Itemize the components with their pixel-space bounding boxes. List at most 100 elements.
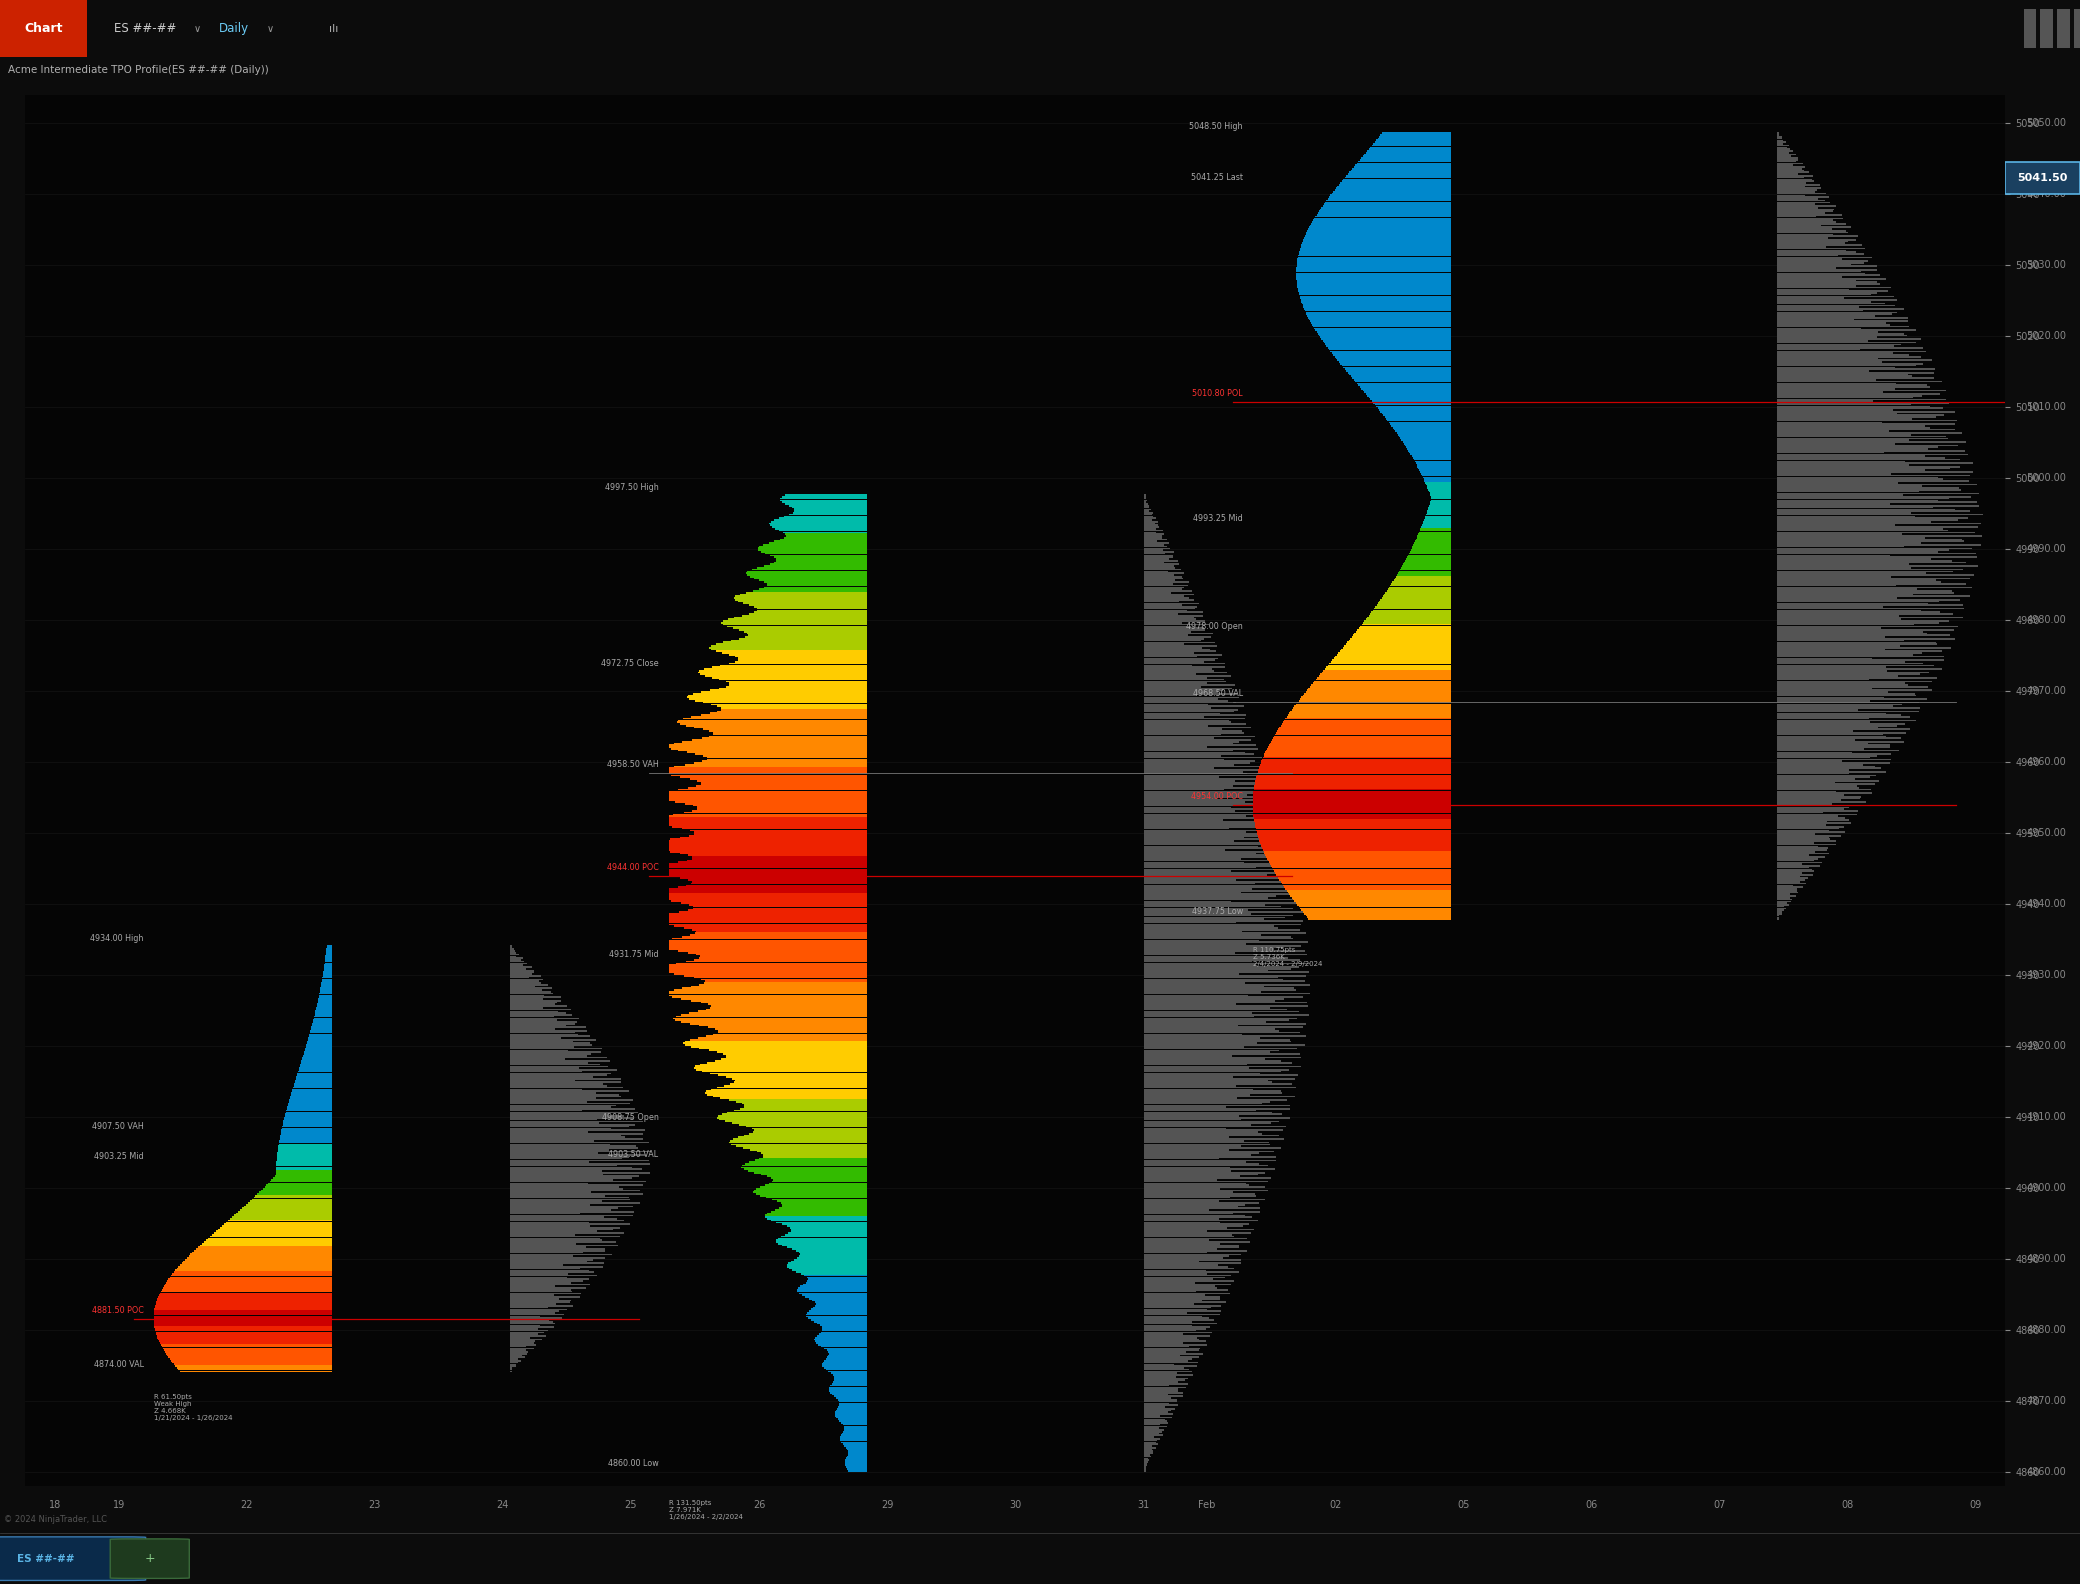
Bar: [1778, 897, 1791, 898]
Bar: [718, 705, 867, 706]
Bar: [193, 1250, 333, 1251]
Bar: [510, 1346, 526, 1348]
Bar: [670, 851, 867, 852]
Bar: [1144, 1217, 1252, 1218]
Bar: [1427, 485, 1450, 486]
Bar: [1256, 832, 1450, 833]
Bar: [1144, 1068, 1250, 1069]
Bar: [1778, 139, 1783, 141]
Bar: [1778, 581, 1941, 583]
Bar: [668, 771, 867, 773]
Bar: [510, 1036, 591, 1038]
Bar: [510, 1305, 574, 1307]
Bar: [824, 1361, 867, 1362]
Bar: [668, 874, 867, 876]
Bar: [1778, 843, 1814, 844]
Bar: [668, 993, 867, 995]
Bar: [797, 1272, 867, 1274]
Bar: [1144, 982, 1244, 984]
Bar: [1778, 317, 1907, 318]
Bar: [1144, 687, 1231, 689]
Bar: [1144, 1061, 1292, 1063]
Bar: [1144, 1213, 1233, 1215]
Bar: [1144, 668, 1213, 670]
Bar: [1144, 661, 1204, 662]
Bar: [1273, 737, 1450, 740]
Bar: [1144, 1446, 1156, 1448]
Bar: [1410, 550, 1450, 551]
Bar: [1412, 455, 1450, 456]
Bar: [1412, 458, 1450, 459]
Bar: [510, 1286, 555, 1288]
Bar: [1144, 830, 1285, 832]
Bar: [1778, 716, 1909, 718]
Bar: [510, 1041, 572, 1042]
Bar: [1144, 1201, 1219, 1202]
Bar: [1778, 233, 1832, 234]
Bar: [1354, 166, 1450, 168]
Bar: [510, 1281, 572, 1283]
Bar: [1279, 878, 1450, 879]
Bar: [699, 1025, 867, 1026]
Bar: [668, 773, 867, 775]
Bar: [1144, 1190, 1269, 1191]
Bar: [1252, 803, 1450, 805]
Bar: [1778, 759, 1891, 760]
Bar: [1144, 1129, 1283, 1131]
Text: 4934.00 High: 4934.00 High: [89, 935, 144, 942]
Bar: [703, 702, 867, 703]
Bar: [1778, 320, 1907, 322]
Bar: [1144, 653, 1194, 654]
Bar: [1400, 437, 1450, 439]
Bar: [1144, 700, 1229, 702]
Bar: [308, 1039, 333, 1041]
Bar: [510, 1296, 580, 1297]
Bar: [1778, 272, 1864, 274]
Bar: [1144, 1378, 1188, 1380]
Bar: [792, 1269, 867, 1270]
Bar: [1144, 1185, 1248, 1186]
Bar: [1778, 836, 1828, 838]
Bar: [1144, 1174, 1258, 1175]
Bar: [722, 624, 867, 626]
Bar: [1144, 567, 1175, 569]
Text: 4920.00: 4920.00: [2026, 1041, 2065, 1050]
Bar: [672, 775, 867, 776]
Bar: [782, 1245, 867, 1247]
Bar: [1778, 577, 1891, 578]
Bar: [1144, 1055, 1231, 1057]
Text: 4980.00: 4980.00: [2026, 615, 2065, 626]
Bar: [1298, 906, 1450, 908]
Bar: [1294, 898, 1450, 900]
Bar: [231, 1217, 333, 1218]
Bar: [248, 1202, 333, 1204]
Bar: [510, 1169, 643, 1171]
Bar: [1352, 635, 1450, 637]
Bar: [1144, 1120, 1279, 1121]
Bar: [697, 806, 867, 808]
Text: Daily: Daily: [218, 22, 248, 35]
Bar: [1778, 860, 1814, 862]
Bar: [275, 1175, 333, 1177]
Bar: [1778, 192, 1816, 193]
Bar: [1258, 838, 1450, 840]
Bar: [817, 1343, 867, 1346]
Bar: [1778, 375, 1912, 377]
Bar: [763, 1155, 867, 1156]
Bar: [1144, 1102, 1263, 1104]
Text: 4972.75 Close: 4972.75 Close: [601, 659, 659, 668]
Bar: [1308, 317, 1450, 318]
Bar: [510, 1088, 582, 1090]
Bar: [1144, 624, 1208, 626]
Bar: [1352, 377, 1450, 379]
Bar: [1778, 374, 1907, 375]
Bar: [1394, 426, 1450, 429]
Bar: [1778, 201, 1830, 203]
Bar: [1778, 485, 1922, 486]
Bar: [1144, 1118, 1242, 1120]
Bar: [510, 1308, 568, 1310]
Bar: [1144, 558, 1169, 559]
Bar: [768, 583, 867, 584]
Bar: [1778, 524, 1895, 526]
Bar: [1778, 345, 1893, 347]
